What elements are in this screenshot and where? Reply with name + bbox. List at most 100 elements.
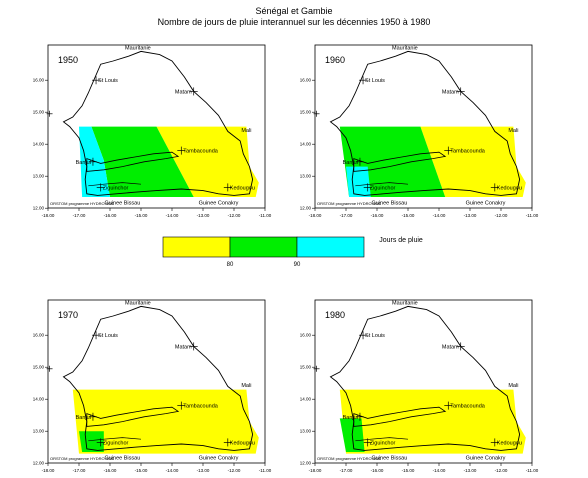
credit: ORSTOM programme HYDRO AOC <box>317 456 381 461</box>
place-label: Ziguinchor <box>370 440 396 446</box>
x-tick-label: -16.00 <box>104 213 117 218</box>
y-tick-label: 12.00 <box>300 461 312 466</box>
y-tick-label: 14.00 <box>33 397 45 402</box>
x-tick-label: -18.00 <box>42 213 55 218</box>
credit: ORSTOM programme HYDRO AOC <box>317 201 381 206</box>
x-tick-label: -17.00 <box>73 213 86 218</box>
panel-year: 1950 <box>58 55 78 65</box>
credit: ORSTOM programme HYDRO AOC <box>50 456 114 461</box>
place-label: Banjul <box>76 160 91 166</box>
place-label: Guinee Bissau <box>105 455 141 461</box>
place-label: Guinee Bissau <box>105 200 141 206</box>
panel-year: 1980 <box>325 310 345 320</box>
legend-swatch <box>162 236 231 258</box>
x-tick-label: -17.00 <box>73 468 86 473</box>
subtitle: Nombre de jours de pluie interannuel sur… <box>158 17 431 27</box>
place-label: Guinee Conakry <box>199 455 239 461</box>
place-label: Guinee Conakry <box>466 455 506 461</box>
y-tick-label: 14.00 <box>33 142 45 147</box>
y-tick-label: 12.00 <box>300 206 312 211</box>
legend-swatch <box>229 236 298 258</box>
x-tick-label: -14.00 <box>166 468 179 473</box>
gambia-border <box>86 151 180 172</box>
y-tick-label: 16.00 <box>33 78 45 83</box>
legend-threshold: 90 <box>294 262 301 268</box>
x-tick-label: -14.00 <box>433 468 446 473</box>
y-tick-label: 16.00 <box>300 78 312 83</box>
y-tick-label: 12.00 <box>33 206 45 211</box>
place-label: Kedougou <box>497 440 522 446</box>
y-tick-label: 15.00 <box>33 110 45 115</box>
y-tick-label: 14.00 <box>300 142 312 147</box>
place-label: Mauritanie <box>125 301 151 307</box>
map-frame <box>47 44 266 209</box>
x-tick-label: -16.00 <box>371 468 384 473</box>
place-label: St Louis <box>365 333 385 339</box>
place-label: Guinee Conakry <box>199 200 239 206</box>
x-tick-label: -13.00 <box>464 213 477 218</box>
x-tick-label: -12.00 <box>228 468 241 473</box>
place-label: Guinee Bissau <box>372 200 408 206</box>
place-label: Guinee Bissau <box>372 455 408 461</box>
place-label: Mali <box>508 383 518 389</box>
place-label: Kedougou <box>497 185 522 191</box>
place-label: Ziguinchor <box>103 440 129 446</box>
map-panel: 1980 -18.00 -17.00 -16.00 -15.00 -14.00 -13.00… <box>300 299 539 473</box>
credit: ORSTOM programme HYDRO AOC <box>50 201 114 206</box>
x-tick-label: -15.00 <box>135 468 148 473</box>
place-label: Tambacounda <box>183 404 218 410</box>
y-tick-label: 15.00 <box>300 110 312 115</box>
place-label: Tambacounda <box>183 149 218 155</box>
x-tick-label: -12.00 <box>495 213 508 218</box>
country-border <box>329 50 521 196</box>
map-panel: 1950 -18.00 -17.00 -16.00 -15.00 -14.00 -13.00… <box>33 44 272 218</box>
place-label: Matam <box>442 89 459 95</box>
x-tick-label: -11.00 <box>526 468 539 473</box>
rain-zone <box>79 431 104 452</box>
y-tick-label: 15.00 <box>300 365 312 370</box>
place-label: Banjul <box>343 415 358 421</box>
place-label: St Louis <box>98 78 118 84</box>
x-tick-label: -11.00 <box>526 213 539 218</box>
y-tick-label: 14.00 <box>300 397 312 402</box>
x-tick-label: -13.00 <box>464 468 477 473</box>
place-label: Matam <box>442 344 459 350</box>
place-label: Mali <box>241 128 251 134</box>
x-tick-label: -12.00 <box>228 213 241 218</box>
y-tick-label: 16.00 <box>300 333 312 338</box>
gambia-border <box>353 151 447 172</box>
y-tick-label: 13.00 <box>300 174 312 179</box>
y-tick-label: 13.00 <box>33 174 45 179</box>
river <box>88 437 142 442</box>
place-label: Mauritanie <box>392 46 418 52</box>
river <box>355 182 409 187</box>
y-tick-label: 13.00 <box>300 429 312 434</box>
x-tick-label: -14.00 <box>166 213 179 218</box>
country-border <box>62 305 254 451</box>
map-panel: 1960 -18.00 -17.00 -16.00 -15.00 -14.00 -13.00… <box>300 44 539 218</box>
legend-threshold: 80 <box>227 262 234 268</box>
place-label: Mauritanie <box>392 301 418 307</box>
map-frame <box>47 299 266 464</box>
panel-year: 1960 <box>325 55 345 65</box>
y-tick-label: 12.00 <box>33 461 45 466</box>
legend-swatch <box>296 236 365 258</box>
place-label: Mali <box>508 128 518 134</box>
place-label: Tambacounda <box>450 149 485 155</box>
place-label: St Louis <box>98 333 118 339</box>
place-label: Mauritanie <box>125 46 151 52</box>
place-label: Ziguinchor <box>103 185 129 191</box>
x-tick-label: -12.00 <box>495 468 508 473</box>
x-tick-label: -11.00 <box>259 213 272 218</box>
place-label: St Louis <box>365 78 385 84</box>
x-tick-label: -11.00 <box>259 468 272 473</box>
rain-zone <box>346 166 371 197</box>
x-tick-label: -18.00 <box>309 468 322 473</box>
x-tick-label: -17.00 <box>340 468 353 473</box>
country-border <box>329 305 521 451</box>
place-label: Matam <box>175 89 192 95</box>
place-label: Guinee Conakry <box>466 200 506 206</box>
x-tick-label: -18.00 <box>42 468 55 473</box>
